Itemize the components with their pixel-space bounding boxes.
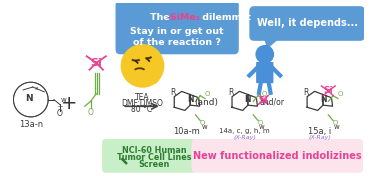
Text: dilemma:: dilemma: (199, 13, 252, 22)
Text: N: N (25, 94, 33, 103)
Text: (X-Ray): (X-Ray) (308, 135, 331, 140)
Text: -SiMe₃: -SiMe₃ (167, 13, 200, 22)
Text: O: O (88, 108, 93, 117)
Text: O: O (262, 91, 268, 97)
Text: NCI-60 Human: NCI-60 Human (122, 146, 186, 155)
Text: N: N (187, 95, 194, 104)
Text: O: O (332, 121, 338, 127)
Text: Well, it depends...: Well, it depends... (257, 18, 358, 29)
Text: N: N (320, 95, 326, 104)
Text: O: O (257, 121, 263, 127)
Polygon shape (134, 49, 147, 63)
Text: 13a-n: 13a-n (19, 120, 43, 129)
Text: w: w (334, 124, 340, 130)
Text: 14a, c, g, h, m: 14a, c, g, h, m (219, 128, 270, 134)
Text: O: O (57, 109, 63, 118)
Text: The: The (150, 13, 173, 22)
Text: w: w (60, 97, 67, 103)
Text: Screen: Screen (138, 160, 170, 169)
Text: O: O (204, 91, 210, 97)
Text: w: w (259, 124, 265, 130)
Text: O: O (337, 91, 342, 97)
Text: Si: Si (324, 86, 333, 95)
Text: N: N (245, 95, 251, 104)
Circle shape (121, 45, 164, 87)
Text: TEA: TEA (135, 93, 149, 102)
Text: O: O (200, 121, 205, 127)
Text: Si: Si (90, 58, 102, 68)
Text: (and): (and) (194, 98, 218, 107)
Text: and/or: and/or (259, 98, 284, 107)
FancyBboxPatch shape (256, 62, 273, 83)
Text: 10a-m: 10a-m (174, 127, 200, 136)
Text: R: R (170, 88, 176, 97)
FancyBboxPatch shape (102, 139, 197, 173)
FancyBboxPatch shape (116, 0, 239, 54)
Text: 15a, i: 15a, i (308, 127, 331, 136)
Text: w: w (201, 124, 207, 130)
Text: x: x (35, 86, 39, 90)
Text: 80 °C: 80 °C (132, 105, 153, 114)
Polygon shape (264, 36, 281, 48)
Text: (X-Ray): (X-Ray) (233, 135, 256, 140)
Text: +: + (61, 94, 77, 113)
Text: Stay in or get out: Stay in or get out (130, 27, 224, 36)
Text: Tumor Cell Lines: Tumor Cell Lines (117, 153, 191, 162)
Text: R: R (228, 88, 234, 97)
FancyBboxPatch shape (192, 139, 363, 173)
Circle shape (256, 46, 273, 63)
Text: R: R (304, 88, 309, 97)
Text: of the reaction ?: of the reaction ? (133, 38, 221, 47)
Text: DMF:DMSO: DMF:DMSO (121, 99, 163, 108)
Circle shape (150, 76, 158, 83)
Text: New functionalized indolizines: New functionalized indolizines (193, 151, 362, 161)
FancyBboxPatch shape (249, 6, 365, 41)
Text: Si: Si (259, 96, 268, 105)
